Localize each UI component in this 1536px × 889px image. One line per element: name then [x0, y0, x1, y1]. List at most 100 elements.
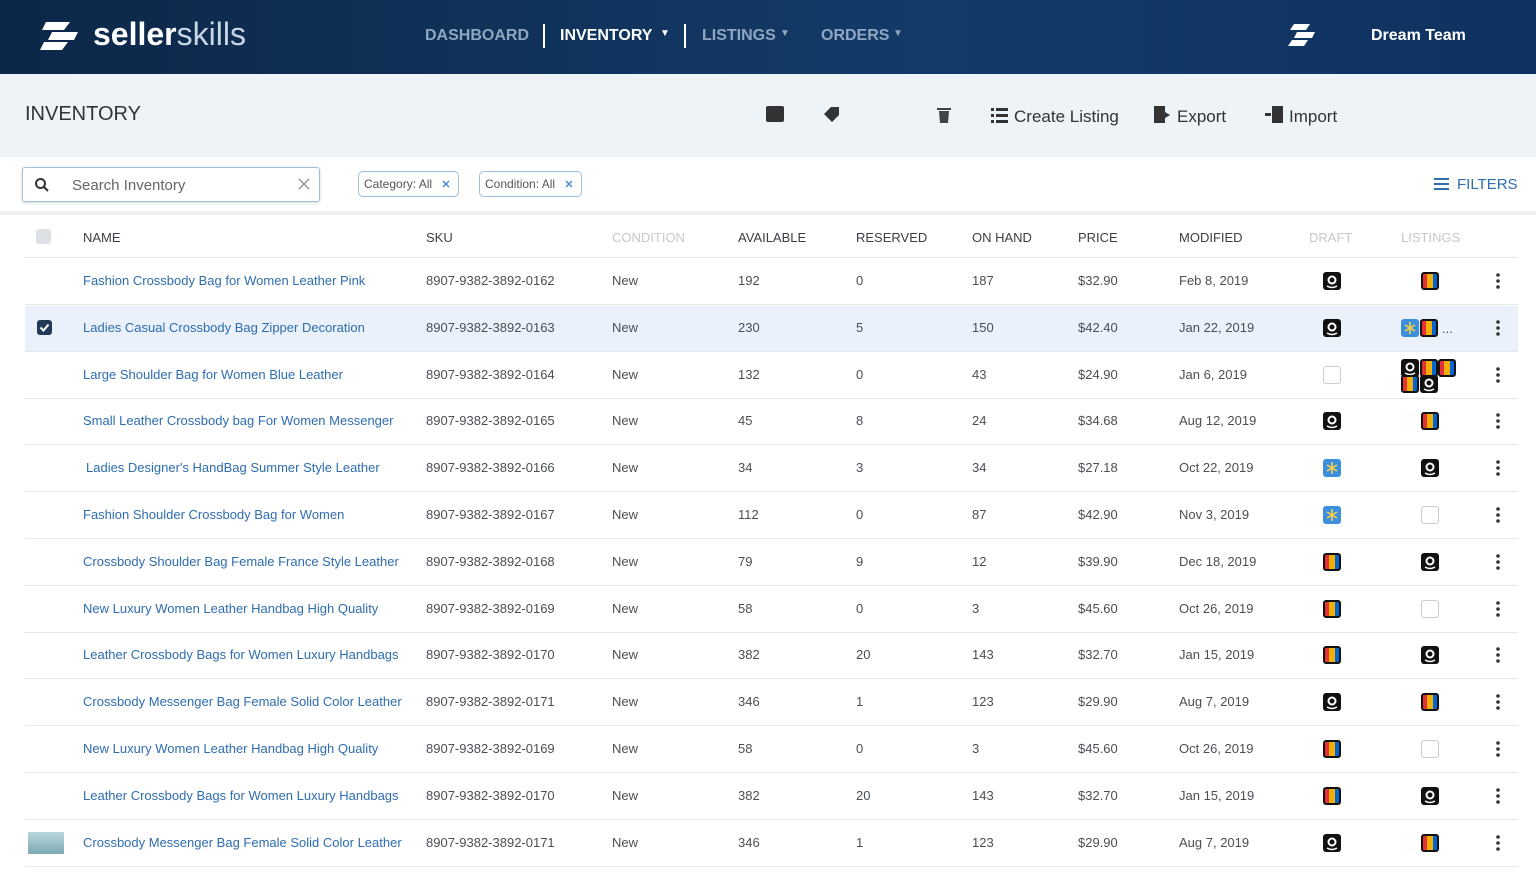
product-name[interactable]: Leather Crossbody Bags for Women Luxury … — [83, 647, 399, 663]
row-checkbox[interactable] — [37, 319, 52, 335]
row-menu[interactable] — [1496, 787, 1500, 804]
product-name[interactable]: Fashion Shoulder Crossbody Bag for Women — [83, 507, 345, 522]
row-menu[interactable] — [1496, 460, 1500, 476]
logo-mark — [40, 22, 78, 50]
row-menu[interactable] — [1496, 366, 1500, 383]
brand[interactable]: sellerskills — [93, 16, 246, 53]
cell: 8907-9382-3892-0171 — [426, 694, 555, 710]
top-nav: sellerskills DASHBOARD INVENTORY ▼ LISTI… — [0, 0, 1536, 74]
menu-item[interactable]: DASHBOARD — [425, 27, 529, 44]
cell: 20 — [856, 647, 871, 663]
product-name[interactable]: Ladies Designer's HandBag Summer Style L… — [86, 460, 380, 476]
row-divider — [25, 772, 1518, 773]
cell: Jan 15, 2019 — [1179, 647, 1255, 663]
cell: 8907-9382-3892-0171 — [426, 834, 555, 850]
move-icon[interactable] — [766, 106, 784, 122]
filter-chip[interactable]: Condition: All — [479, 171, 583, 197]
row-menu[interactable] — [1496, 694, 1500, 710]
row-menu[interactable] — [1496, 647, 1500, 664]
toolbar: INVENTORY Create Listing Export Import — [0, 74, 1536, 157]
column-header[interactable]: NAME — [83, 230, 121, 245]
product-name[interactable]: Large Shoulder Bag for Women Blue Leathe… — [83, 366, 343, 382]
row-divider — [25, 350, 1518, 352]
ebay-icon — [1421, 833, 1439, 852]
cell: 0 — [856, 366, 864, 382]
column-header[interactable]: MODIFIED — [1179, 230, 1243, 245]
cell: Nov 3, 2019 — [1179, 507, 1250, 522]
cell: 150 — [972, 319, 994, 335]
cell: Aug 12, 2019 — [1179, 413, 1257, 429]
user-name[interactable]: Dream Team — [1371, 27, 1466, 44]
row-menu[interactable] — [1496, 413, 1500, 430]
filter-chip[interactable]: Category: All — [358, 171, 460, 197]
row-menu[interactable] — [1496, 319, 1500, 336]
row-menu[interactable] — [1496, 834, 1500, 851]
cell: New — [612, 647, 639, 663]
row-divider — [25, 678, 1518, 680]
cell: 382 — [738, 647, 760, 663]
page-title: INVENTORY — [25, 103, 141, 125]
product-name[interactable]: Ladies Casual Crossbody Bag Zipper Decor… — [83, 319, 365, 335]
menu-item[interactable]: LISTINGS — [702, 27, 776, 44]
row-menu[interactable] — [1496, 741, 1500, 757]
menu-item[interactable]: INVENTORY — [560, 27, 653, 44]
filters-button[interactable]: FILTERS — [1457, 176, 1518, 193]
cell: 8907-9382-3892-0169 — [426, 600, 555, 616]
export[interactable]: Export — [1177, 107, 1227, 126]
cell: $32.70 — [1078, 787, 1118, 803]
chip-close[interactable] — [442, 180, 450, 188]
cell: 87 — [972, 507, 987, 522]
ebay-icon — [1421, 693, 1439, 712]
create-listing[interactable]: Create Listing — [1014, 107, 1119, 126]
row-menu[interactable] — [1496, 553, 1500, 570]
import[interactable]: Import — [1289, 107, 1338, 126]
column-header[interactable]: ON HAND — [972, 230, 1032, 245]
amazon-icon — [1421, 552, 1439, 571]
select-all[interactable] — [36, 229, 51, 244]
delete-icon[interactable] — [936, 106, 952, 123]
cell: 8907-9382-3892-0169 — [426, 741, 555, 756]
chip-close[interactable] — [565, 180, 573, 188]
product-name[interactable]: Crossbody Shoulder Bag Female France Sty… — [83, 553, 399, 569]
ebay-icon — [1323, 646, 1341, 665]
amazon-icon — [1421, 646, 1439, 665]
cell: 0 — [856, 273, 864, 288]
brand-b: skills — [176, 16, 246, 52]
cell: 123 — [972, 834, 994, 850]
column-header[interactable]: RESERVED — [856, 230, 928, 245]
cell: 143 — [972, 787, 994, 803]
product-name[interactable]: Fashion Crossbody Bag for Women Leather … — [83, 273, 366, 288]
tag-icon[interactable] — [822, 106, 840, 122]
cell: 58 — [738, 600, 753, 616]
column-header[interactable]: SKU — [426, 230, 453, 245]
user-avatar[interactable] — [1288, 20, 1316, 50]
row-menu[interactable] — [1496, 507, 1500, 523]
row-divider — [25, 444, 1518, 446]
row-menu[interactable] — [1496, 273, 1500, 289]
column-header[interactable]: AVAILABLE — [738, 230, 807, 245]
empty-icon — [1421, 599, 1439, 618]
thumbnail — [28, 831, 64, 854]
cell: 0 — [856, 741, 864, 756]
clear-icon[interactable] — [298, 178, 310, 190]
column-header: DRAFT — [1309, 230, 1353, 245]
filters-icon — [1434, 178, 1449, 190]
product-name[interactable]: Small Leather Crossbody bag For Women Me… — [83, 413, 394, 429]
row-menu[interactable] — [1496, 600, 1500, 617]
row-divider — [25, 818, 1518, 820]
caret: ▼ — [660, 28, 670, 39]
product-name[interactable]: New Luxury Women Leather Handbag High Qu… — [83, 600, 379, 616]
search-box[interactable]: Search Inventory — [22, 167, 320, 202]
cell: New — [612, 273, 639, 288]
cell: New — [612, 507, 639, 522]
more-listings[interactable]: ... — [1442, 320, 1453, 336]
menu-item[interactable]: ORDERS — [821, 27, 890, 44]
column-header[interactable]: PRICE — [1078, 230, 1118, 245]
product-name[interactable]: Crossbody Messenger Bag Female Solid Col… — [83, 834, 402, 850]
column-header[interactable]: CONDITION — [612, 230, 685, 245]
product-name[interactable]: New Luxury Women Leather Handbag High Qu… — [83, 741, 379, 756]
product-name[interactable]: Leather Crossbody Bags for Women Luxury … — [83, 787, 399, 803]
product-name[interactable]: Crossbody Messenger Bag Female Solid Col… — [83, 694, 402, 710]
cell: New — [612, 366, 639, 382]
